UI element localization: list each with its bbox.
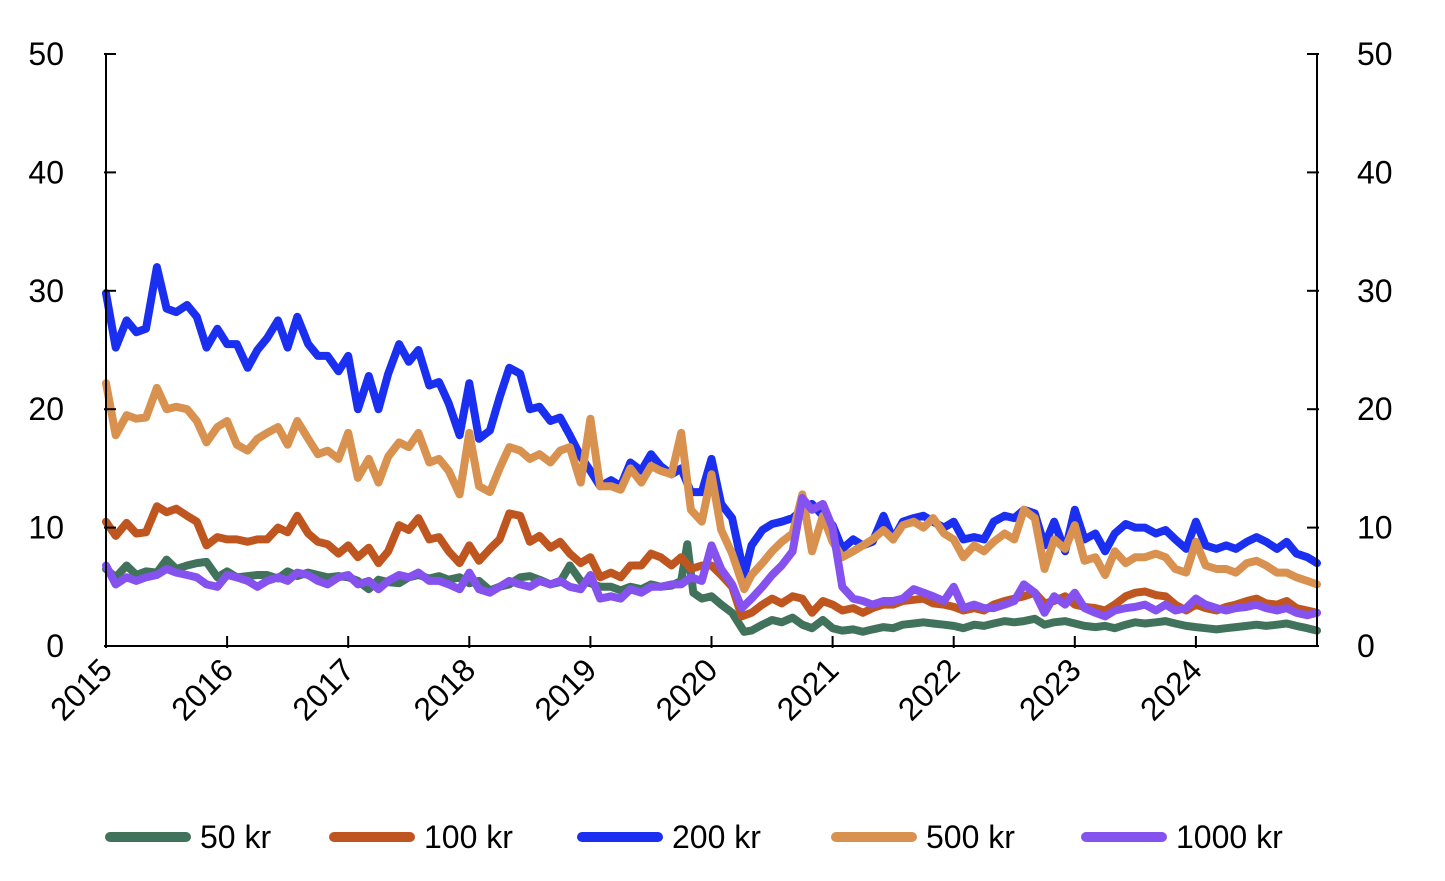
x-tick-label-2023: 2023 bbox=[1012, 651, 1088, 727]
series-line-200-kr bbox=[102, 263, 1321, 579]
y-tick-label-right-30: 30 bbox=[1357, 273, 1393, 309]
legend-label-50-kr: 50 kr bbox=[200, 819, 271, 855]
y-tick-label-left-30: 30 bbox=[28, 273, 64, 309]
legend: 50 kr 100 kr 200 kr 500 kr 1000 kr bbox=[105, 819, 1283, 855]
x-tick-label-2017: 2017 bbox=[285, 651, 361, 727]
legend-label-1000-kr: 1000 kr bbox=[1176, 819, 1283, 855]
series-line-100-kr bbox=[102, 502, 1321, 621]
x-tick-label-2020: 2020 bbox=[649, 651, 725, 727]
y-tick-label-left-10: 10 bbox=[28, 510, 64, 546]
x-tick-label-2016: 2016 bbox=[164, 651, 240, 727]
x-tick-label-2018: 2018 bbox=[406, 651, 482, 727]
y-tick-label-right-50: 50 bbox=[1357, 36, 1393, 72]
y-tick-label-left-20: 20 bbox=[28, 391, 64, 427]
y-tick-label-left-50: 50 bbox=[28, 36, 64, 72]
plot-series bbox=[102, 263, 1321, 636]
y-tick-label-right-0: 0 bbox=[1357, 628, 1375, 664]
legend-label-500-kr: 500 kr bbox=[926, 819, 1015, 855]
x-tick-label-2022: 2022 bbox=[891, 651, 967, 727]
x-tick-label-2021: 2021 bbox=[770, 651, 846, 727]
y-tick-label-right-10: 10 bbox=[1357, 510, 1393, 546]
series-line-500-kr bbox=[102, 379, 1321, 594]
y-tick-label-left-0: 0 bbox=[46, 628, 64, 664]
legend-label-200-kr: 200 kr bbox=[672, 819, 761, 855]
x-tick-label-2024: 2024 bbox=[1133, 651, 1209, 727]
y-tick-label-left-40: 40 bbox=[28, 154, 64, 190]
series-line-1000-kr bbox=[102, 494, 1321, 621]
y-tick-label-right-20: 20 bbox=[1357, 391, 1393, 427]
x-tick-label-2019: 2019 bbox=[528, 651, 604, 727]
y-tick-label-right-40: 40 bbox=[1357, 154, 1393, 190]
legend-label-100-kr: 100 kr bbox=[424, 819, 513, 855]
